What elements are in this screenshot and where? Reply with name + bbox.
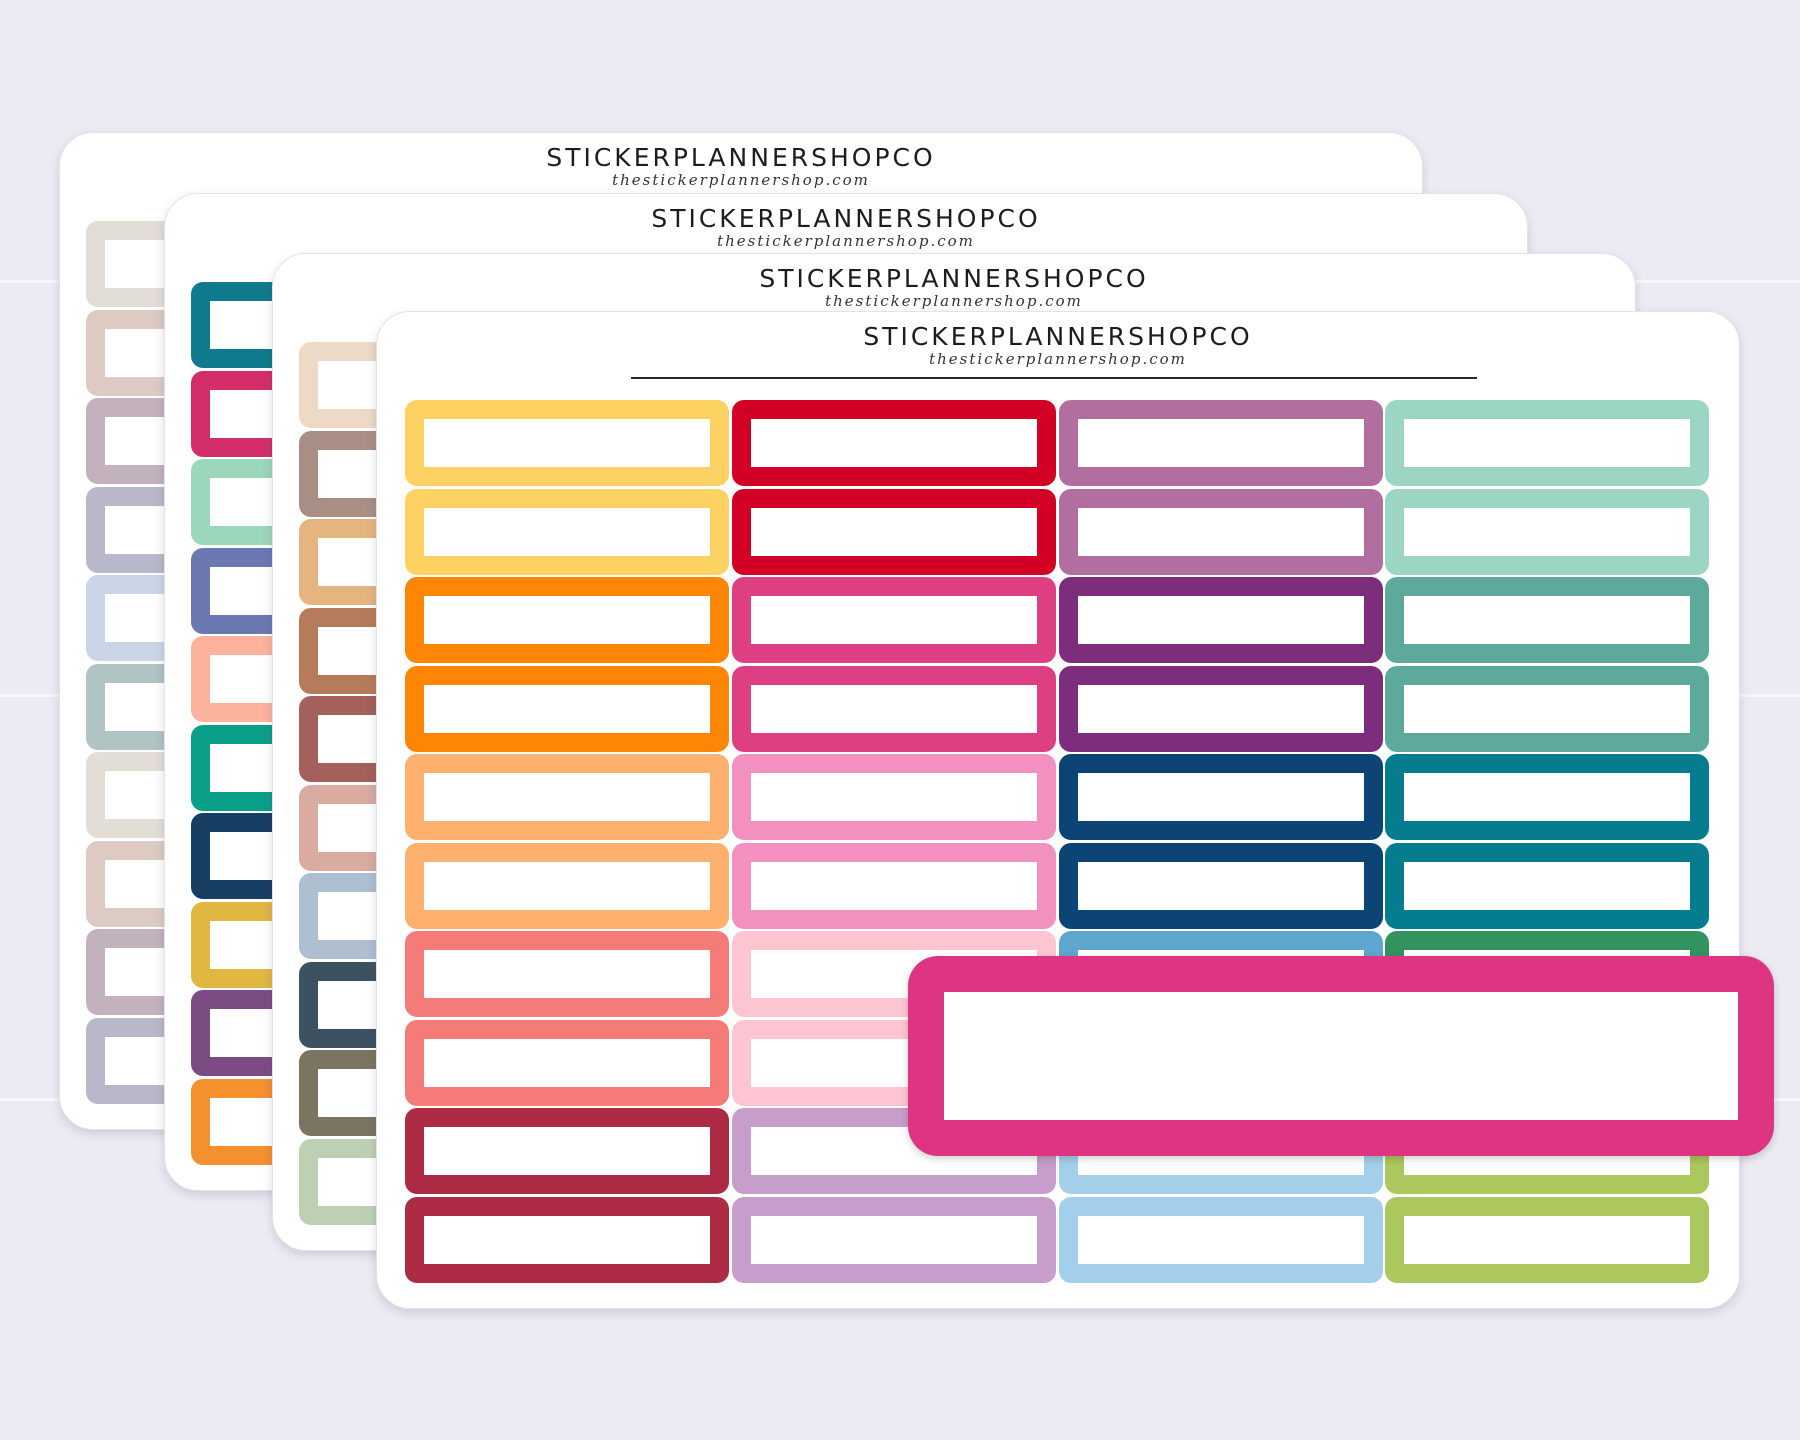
sticker [1059, 577, 1383, 663]
sticker [732, 577, 1056, 663]
brand-url: thestickerplannershop.com [612, 171, 870, 189]
sticker [732, 1196, 1056, 1283]
sticker [405, 400, 729, 486]
sticker [1059, 400, 1383, 486]
sticker [1385, 842, 1709, 929]
sticker [405, 488, 729, 575]
featured-sticker-closeup [908, 956, 1774, 1156]
sticker [405, 754, 729, 840]
brand-url: thestickerplannershop.com [929, 350, 1187, 368]
sticker [1059, 754, 1383, 840]
sticker [1385, 488, 1709, 575]
sticker [1385, 1196, 1709, 1283]
sticker [1059, 842, 1383, 929]
sticker [732, 400, 1056, 486]
sticker [405, 665, 729, 752]
sticker [1385, 400, 1709, 486]
sticker [1059, 488, 1383, 575]
sticker [732, 842, 1056, 929]
sticker [1385, 577, 1709, 663]
sticker [732, 665, 1056, 752]
sticker [1059, 665, 1383, 752]
brand-url: thestickerplannershop.com [825, 292, 1083, 310]
sticker [405, 842, 729, 929]
sticker [1385, 754, 1709, 840]
brand-name: STICKERPLANNERSHOPCO [546, 143, 936, 172]
sticker [732, 754, 1056, 840]
sticker [405, 1019, 729, 1106]
brand-url: thestickerplannershop.com [717, 232, 975, 250]
sticker [1385, 665, 1709, 752]
brand-name: STICKERPLANNERSHOPCO [651, 204, 1041, 233]
sticker [1059, 1196, 1383, 1283]
header-divider [631, 377, 1477, 379]
sticker [405, 931, 729, 1017]
sticker [405, 1108, 729, 1194]
sticker [405, 1196, 729, 1283]
brand-name: STICKERPLANNERSHOPCO [759, 264, 1149, 293]
brand-name: STICKERPLANNERSHOPCO [863, 322, 1253, 351]
sticker [405, 577, 729, 663]
sticker [732, 488, 1056, 575]
sticker-sheet-4: STICKERPLANNERSHOPCO thestickerplannersh… [376, 311, 1740, 1309]
